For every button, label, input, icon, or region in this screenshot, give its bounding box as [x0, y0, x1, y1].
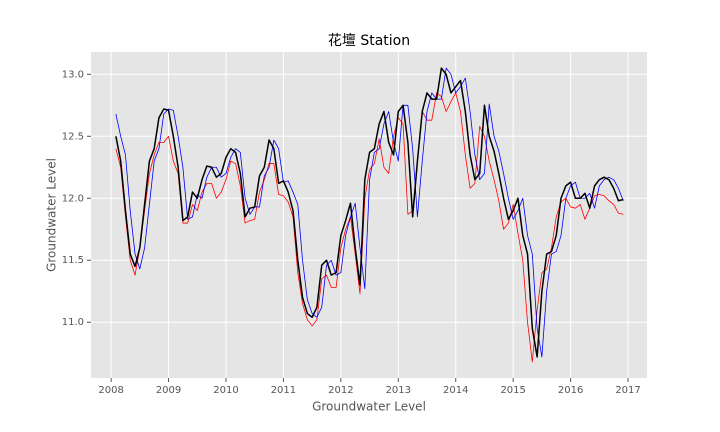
y-tick-label: 12.0 — [62, 193, 84, 204]
x-tick-label: 2010 — [213, 385, 238, 396]
x-tick-label: 2017 — [615, 385, 640, 396]
y-tick-label: 11.5 — [62, 255, 84, 266]
x-tick-label: 2009 — [156, 385, 181, 396]
plot-area — [91, 52, 647, 378]
x-tick-label: 2015 — [500, 385, 525, 396]
y-tick-label: 13.0 — [62, 69, 84, 80]
series-line — [115, 67, 624, 358]
x-tick-label: 2014 — [443, 385, 468, 396]
x-tick-label: 2008 — [98, 385, 123, 396]
x-axis-label: Groundwater Level — [312, 400, 426, 414]
y-tick-label: 11.0 — [62, 317, 84, 328]
chart-title: 花壇 Station — [328, 32, 410, 49]
y-axis-label: Groundwater Level — [45, 158, 59, 272]
x-tick-label: 2011 — [271, 385, 296, 396]
x-tick-label: 2013 — [386, 385, 411, 396]
series-line — [115, 92, 624, 363]
y-tick-label: 12.5 — [62, 131, 84, 142]
x-tick-label: 2012 — [328, 385, 353, 396]
x-tick-label: 2016 — [558, 385, 583, 396]
lines — [115, 67, 624, 363]
grid — [87, 52, 647, 382]
